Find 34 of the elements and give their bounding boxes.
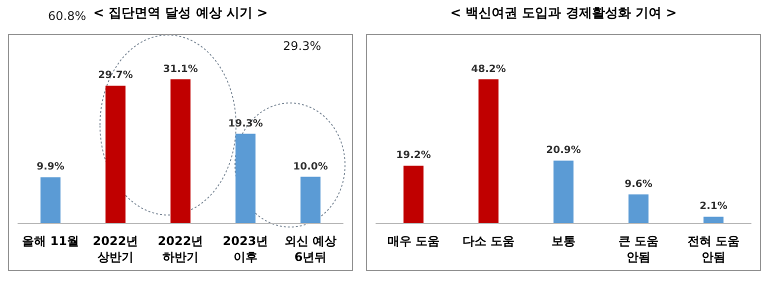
data-label: 10.0% (293, 161, 328, 172)
x-tick-label: 2023년 이후 (222, 234, 268, 264)
x-tick-label: 올해 11월 (22, 234, 79, 248)
bar (170, 79, 190, 223)
x-tick-label: 2022년 상반기 (92, 234, 138, 264)
data-label: 29.7% (98, 70, 133, 82)
data-label: 19.2% (396, 150, 431, 162)
x-tick-label: 2022년 하반기 (158, 234, 204, 264)
data-label: 9.6% (624, 178, 652, 190)
text: 29.3% (283, 39, 322, 53)
data-label: 48.2% (471, 64, 506, 75)
x-tick-label: 전혀 도움 안됨 (687, 234, 740, 264)
bar (236, 134, 256, 223)
bar (404, 166, 424, 223)
x-tick-label: 보통 (552, 234, 576, 248)
text: 60.8% (48, 9, 86, 23)
data-label: 31.1% (163, 64, 198, 75)
bar (628, 194, 648, 223)
bar (300, 176, 320, 223)
data-label: 20.9% (546, 145, 581, 156)
x-tick-label: 매우 도움 (387, 234, 440, 248)
bar (478, 79, 498, 223)
data-label: 9.9% (36, 162, 64, 173)
x-tick-label: 외신 예상 6년뒤 (284, 234, 337, 264)
bar (40, 177, 60, 223)
x-tick-label: 큰 도움 안됨 (618, 234, 659, 264)
x-tick-label: 다소 도움 (462, 234, 515, 248)
data-label: 2.1% (700, 201, 728, 212)
chart-title: < 백신여권 도입과 경제활성화 기여 > (450, 6, 677, 21)
bar (704, 216, 724, 223)
data-label: 19.3% (228, 118, 263, 130)
chart-title: < 집단면역 달성 예상 시기 > (93, 6, 268, 21)
bar (554, 160, 574, 223)
bar (106, 86, 126, 223)
